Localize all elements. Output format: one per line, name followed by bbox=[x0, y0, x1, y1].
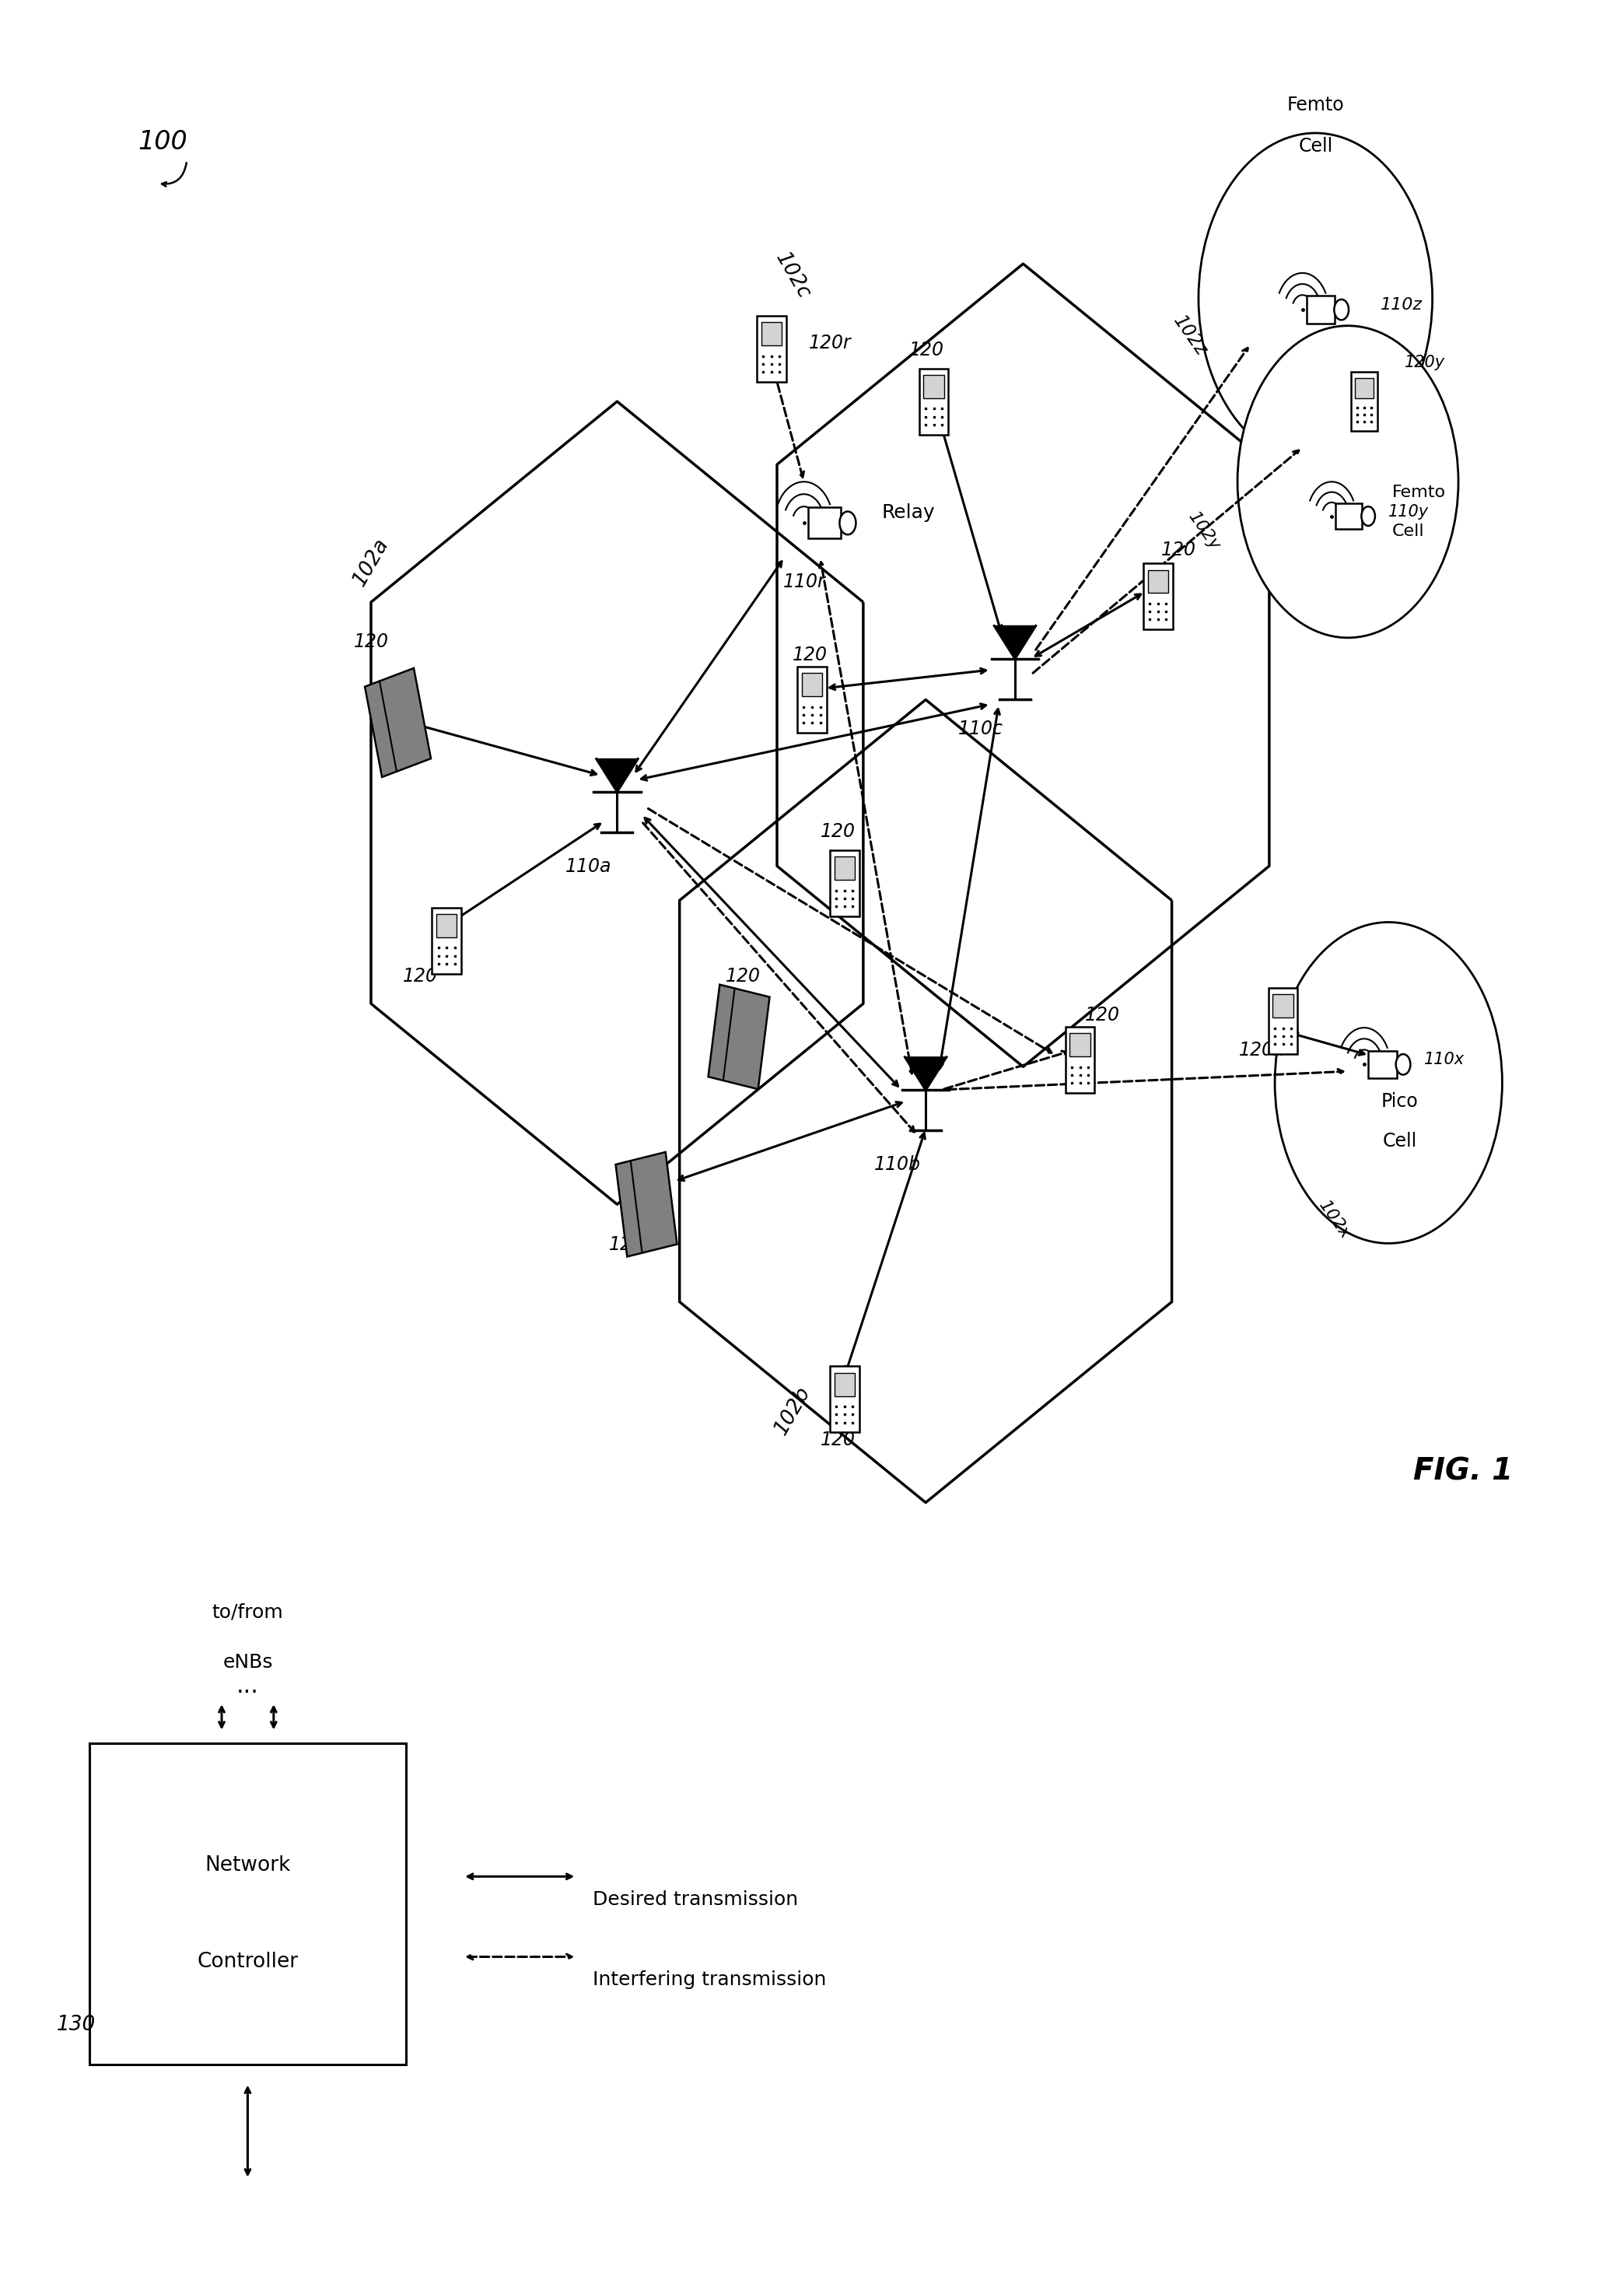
FancyBboxPatch shape bbox=[762, 321, 781, 346]
Text: 102x: 102x bbox=[1315, 1197, 1353, 1241]
FancyBboxPatch shape bbox=[1351, 372, 1377, 431]
Text: ...: ... bbox=[237, 1675, 258, 1698]
Text: Cell: Cell bbox=[1392, 523, 1424, 539]
Circle shape bbox=[1237, 326, 1458, 638]
Text: Cell: Cell bbox=[1298, 138, 1333, 156]
FancyBboxPatch shape bbox=[835, 1372, 854, 1397]
Text: 120: 120 bbox=[354, 633, 390, 651]
FancyBboxPatch shape bbox=[1065, 1028, 1095, 1092]
Polygon shape bbox=[994, 626, 1036, 658]
Text: 102y: 102y bbox=[1186, 509, 1223, 553]
Text: 110c: 110c bbox=[958, 720, 1004, 739]
Polygon shape bbox=[596, 759, 638, 791]
FancyBboxPatch shape bbox=[919, 369, 948, 434]
FancyBboxPatch shape bbox=[1306, 296, 1335, 323]
FancyBboxPatch shape bbox=[89, 1743, 406, 2065]
FancyBboxPatch shape bbox=[757, 317, 786, 381]
Text: Femto: Femto bbox=[1392, 484, 1445, 500]
Circle shape bbox=[1397, 1055, 1410, 1074]
FancyBboxPatch shape bbox=[708, 984, 770, 1090]
Text: Pico: Pico bbox=[1382, 1092, 1418, 1110]
Text: 102z: 102z bbox=[1169, 312, 1210, 360]
Text: FIG. 1: FIG. 1 bbox=[1413, 1457, 1512, 1487]
Text: 120: 120 bbox=[1161, 541, 1197, 560]
FancyBboxPatch shape bbox=[1268, 989, 1298, 1053]
Text: 120: 120 bbox=[1085, 1007, 1121, 1025]
Text: 130: 130 bbox=[57, 2014, 96, 2035]
FancyBboxPatch shape bbox=[1354, 379, 1374, 399]
Circle shape bbox=[1335, 301, 1348, 319]
Polygon shape bbox=[905, 1058, 947, 1090]
Text: Network: Network bbox=[205, 1856, 291, 1876]
Text: Cell: Cell bbox=[1382, 1133, 1418, 1152]
Text: 120: 120 bbox=[726, 968, 762, 986]
FancyBboxPatch shape bbox=[1335, 502, 1363, 530]
Circle shape bbox=[840, 512, 856, 535]
FancyBboxPatch shape bbox=[809, 507, 841, 539]
Text: 102a: 102a bbox=[349, 535, 393, 590]
Text: 120: 120 bbox=[403, 968, 438, 986]
Circle shape bbox=[1361, 507, 1376, 525]
Text: to/from: to/from bbox=[213, 1604, 283, 1622]
Text: 120: 120 bbox=[909, 342, 945, 360]
Text: 102c: 102c bbox=[771, 250, 814, 303]
Text: 110a: 110a bbox=[565, 858, 611, 876]
FancyBboxPatch shape bbox=[432, 908, 461, 973]
Text: Femto: Femto bbox=[1286, 96, 1345, 115]
FancyBboxPatch shape bbox=[835, 856, 854, 881]
Text: Desired transmission: Desired transmission bbox=[593, 1890, 797, 1909]
Text: 100: 100 bbox=[138, 128, 188, 154]
Text: 110r: 110r bbox=[783, 574, 825, 592]
Text: 120x: 120x bbox=[1239, 1041, 1285, 1060]
Text: Interfering transmission: Interfering transmission bbox=[593, 1971, 827, 1989]
FancyBboxPatch shape bbox=[924, 374, 944, 399]
Text: 120y: 120y bbox=[1405, 356, 1445, 369]
FancyBboxPatch shape bbox=[437, 913, 456, 938]
FancyBboxPatch shape bbox=[830, 851, 859, 915]
FancyBboxPatch shape bbox=[830, 1367, 859, 1431]
FancyBboxPatch shape bbox=[1273, 993, 1293, 1019]
FancyBboxPatch shape bbox=[615, 1152, 677, 1257]
FancyBboxPatch shape bbox=[797, 668, 827, 732]
FancyBboxPatch shape bbox=[1367, 1051, 1397, 1078]
Text: 120: 120 bbox=[609, 1236, 645, 1255]
FancyBboxPatch shape bbox=[802, 672, 822, 697]
Text: 120: 120 bbox=[820, 1431, 856, 1450]
Text: 102b: 102b bbox=[771, 1383, 815, 1438]
Text: Controller: Controller bbox=[197, 1952, 299, 1973]
FancyBboxPatch shape bbox=[1143, 564, 1173, 629]
FancyBboxPatch shape bbox=[365, 668, 430, 778]
Text: eNBs: eNBs bbox=[222, 1654, 273, 1672]
Text: 110x: 110x bbox=[1424, 1053, 1465, 1067]
FancyBboxPatch shape bbox=[1148, 569, 1168, 594]
Text: 120: 120 bbox=[820, 824, 856, 842]
FancyBboxPatch shape bbox=[1070, 1032, 1090, 1058]
Text: 110b: 110b bbox=[874, 1156, 921, 1175]
Text: Relay: Relay bbox=[882, 505, 935, 523]
Text: 110y: 110y bbox=[1389, 505, 1429, 518]
Circle shape bbox=[1199, 133, 1432, 463]
Text: 120: 120 bbox=[793, 647, 828, 665]
Circle shape bbox=[1275, 922, 1502, 1243]
Text: 110z: 110z bbox=[1380, 298, 1423, 312]
Text: 120r: 120r bbox=[809, 335, 851, 353]
